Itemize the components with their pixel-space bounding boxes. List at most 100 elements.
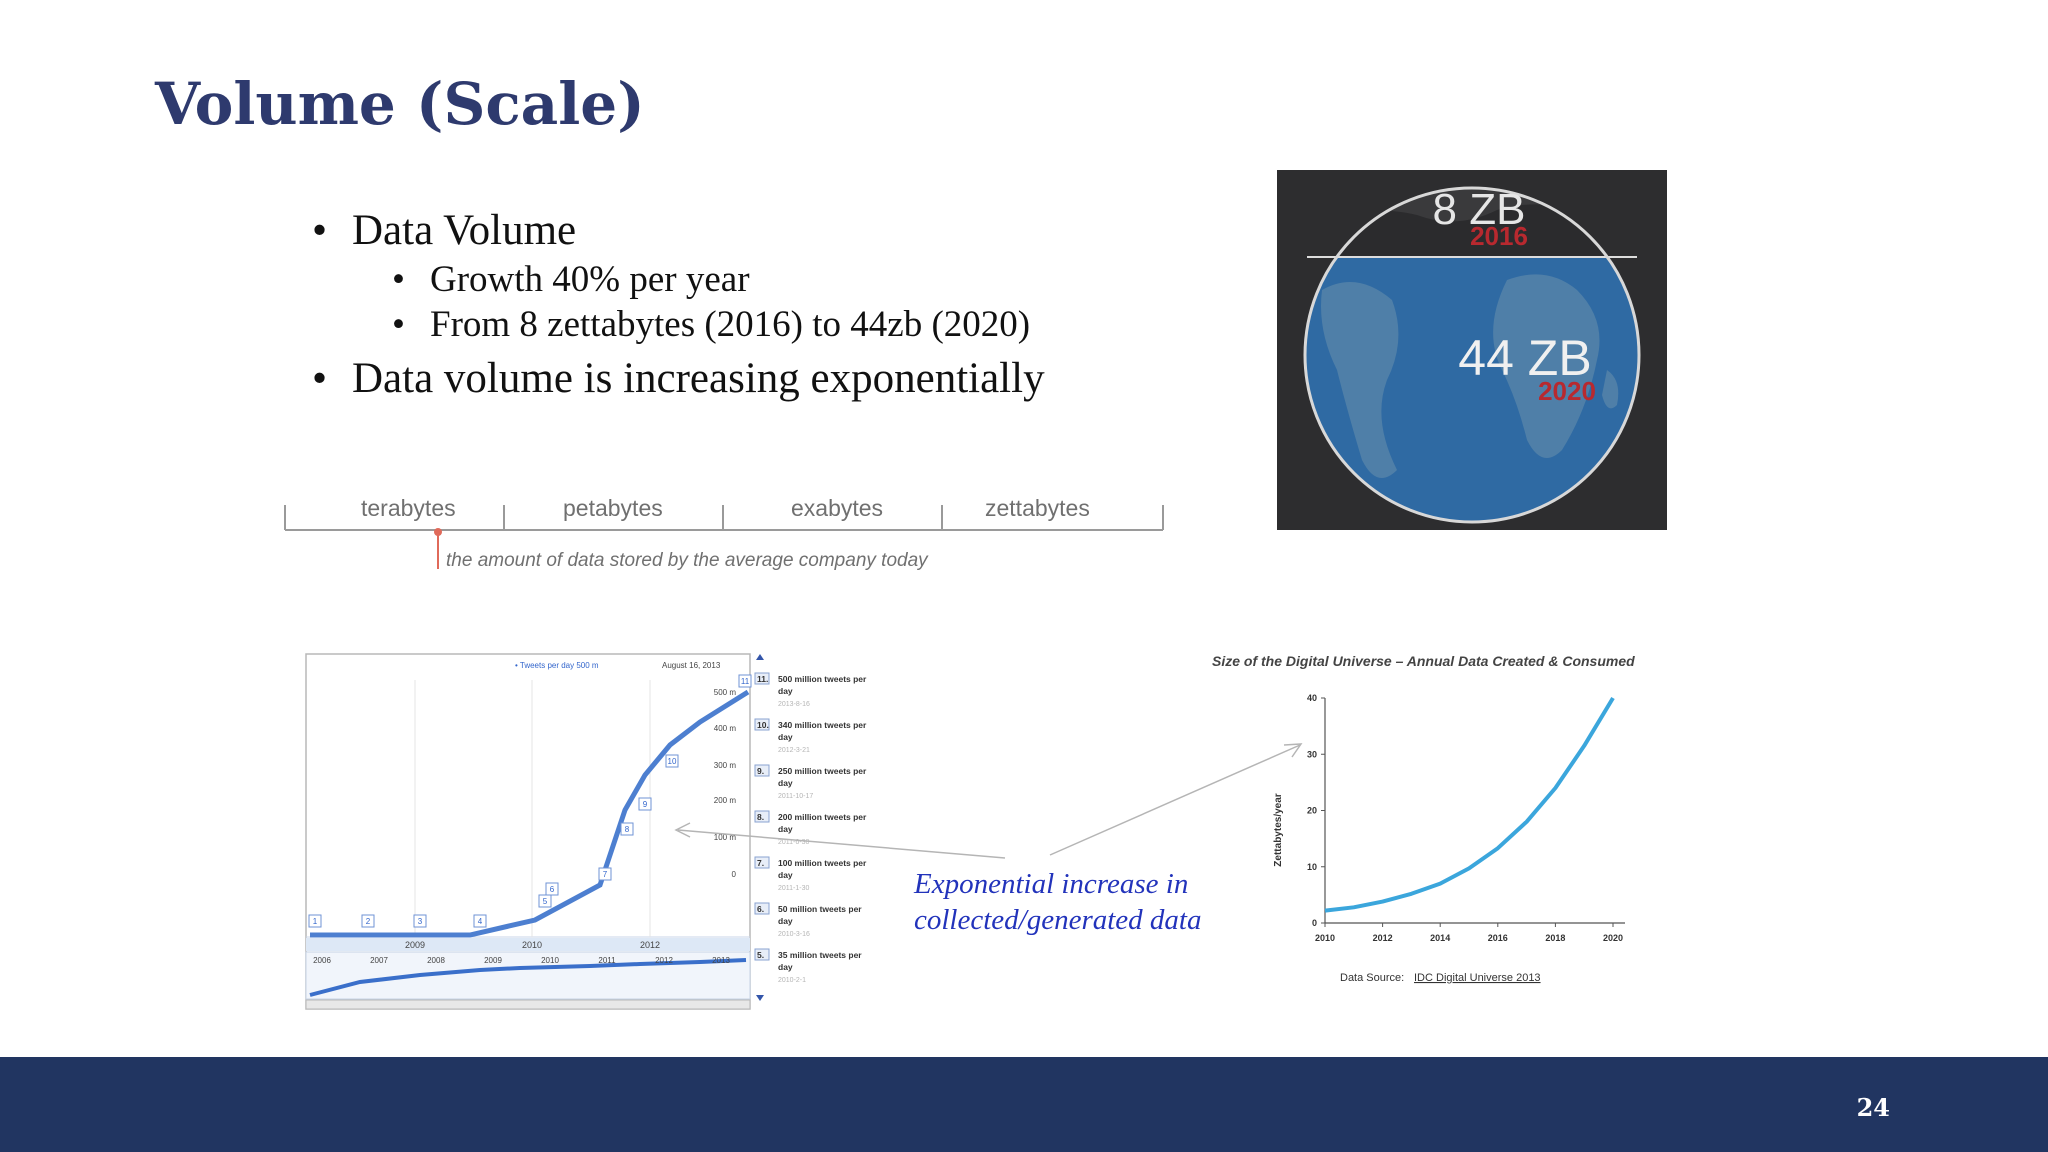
bullet-text: From 8 zettabytes (2016) to 44zb (2020)	[430, 304, 1031, 345]
globe-top-year: 2016	[1470, 221, 1528, 251]
svg-text:2011-10-17: 2011-10-17	[778, 793, 813, 800]
chart-ytick: 10	[1307, 862, 1317, 872]
chart-xtick: 2020	[1603, 933, 1623, 943]
svg-text:2011-1-30: 2011-1-30	[778, 885, 810, 892]
tweets-ytick: 0	[732, 870, 737, 879]
bullet-text: Data volume is increasing exponentially	[352, 355, 1045, 402]
svg-text:11.: 11.	[757, 674, 768, 684]
tweets-chart: • Tweets per day 500 m August 16, 2013 5…	[300, 650, 900, 1015]
tweets-legend: • Tweets per day 500 m	[515, 661, 599, 670]
tweets-flag[interactable]: 4	[473, 914, 487, 928]
tweets-nav-tick: 2010	[541, 956, 559, 965]
svg-text:day: day	[778, 824, 793, 834]
scale-caption: the amount of data stored by the average…	[446, 550, 928, 571]
tweets-ytick: 500 m	[714, 688, 737, 697]
svg-text:1: 1	[313, 917, 318, 926]
svg-text:340 million tweets per: 340 million tweets per	[778, 720, 867, 730]
svg-text:5.: 5.	[757, 950, 764, 960]
bullet-dot: •	[312, 207, 328, 254]
scale-label-zettabytes: zettabytes	[985, 495, 1090, 521]
chart-line	[1324, 696, 1615, 913]
tweets-flag[interactable]: 10	[665, 754, 679, 768]
tweets-flag[interactable]: 7	[598, 867, 612, 881]
svg-text:day: day	[778, 686, 793, 696]
svg-text:2: 2	[366, 917, 371, 926]
tweets-event[interactable]: 10. 340 million tweets per day 2012-3-21	[754, 718, 867, 754]
tweets-plot	[310, 689, 750, 938]
tweets-nav-tick: 2013	[712, 956, 730, 965]
tweets-event[interactable]: 6. 50 million tweets per day 2010-3-16	[754, 902, 862, 938]
svg-text:200 million tweets per: 200 million tweets per	[778, 812, 867, 822]
annotation-line-1: Exponential increase in	[914, 868, 1189, 900]
svg-text:5: 5	[543, 897, 548, 906]
tweets-event[interactable]: 9. 250 million tweets per day 2011-10-17	[754, 764, 867, 800]
chart-xtick: 2018	[1545, 933, 1565, 943]
svg-text:2010-2-1: 2010-2-1	[778, 977, 806, 984]
tweets-ytick: 200 m	[714, 796, 737, 805]
tweets-ytick: 300 m	[714, 761, 737, 770]
bullet-list: • Data Volume • Growth 40% per year • From …	[310, 205, 1045, 405]
svg-text:10.: 10.	[757, 720, 769, 730]
chart-ytick: 20	[1307, 806, 1317, 816]
tweets-xtick: 2010	[522, 940, 542, 950]
tweets-flag[interactable]: 5	[538, 894, 552, 908]
tweets-flag[interactable]: 11	[738, 674, 752, 688]
chart-ytick: 40	[1307, 693, 1317, 703]
svg-text:250 million tweets per: 250 million tweets per	[778, 766, 867, 776]
svg-text:2011-6-30: 2011-6-30	[778, 839, 810, 846]
tweets-ytick: 400 m	[714, 724, 737, 733]
bullet-data-volume: • Data Volume	[310, 205, 1045, 257]
chart-xtick: 2012	[1373, 933, 1393, 943]
tweets-nav-tick: 2012	[655, 956, 673, 965]
scale-lines	[284, 505, 1164, 569]
tweets-nav-tick: 2008	[427, 956, 445, 965]
tweets-xtick: 2009	[405, 940, 425, 950]
sub-bullet-range: • From 8 zettabytes (2016) to 44zb (2020)	[310, 302, 1045, 347]
bullet-text: Growth 40% per year	[430, 259, 750, 300]
chart-ytick: 0	[1312, 918, 1317, 928]
svg-text:35 million tweets per: 35 million tweets per	[778, 950, 862, 960]
tweets-flag[interactable]: 2	[361, 914, 375, 928]
tweets-event[interactable]: 5. 35 million tweets per day 2010-2-1	[754, 948, 862, 984]
svg-text:500 million tweets per: 500 million tweets per	[778, 674, 867, 684]
tweets-flag[interactable]: 1	[308, 914, 322, 928]
data-scale-bar: terabytes petabytes exabytes zettabytes …	[283, 485, 1168, 585]
chart-title: Size of the Digital Universe – Annual Da…	[1212, 653, 1635, 669]
globe-graphic: 8 ZB 2016 44 ZB 2020	[1303, 185, 1641, 524]
tweets-nav-tick: 2009	[484, 956, 502, 965]
tweets-xtick: 2012	[640, 940, 660, 950]
tweets-event[interactable]: 7. 100 million tweets per day 2011-1-30	[754, 856, 867, 892]
tweets-nav-tick: 2006	[313, 956, 331, 965]
globe-bottom-value: 44 ZB	[1458, 330, 1591, 386]
tweets-flag[interactable]: 9	[638, 797, 652, 811]
svg-text:6: 6	[550, 885, 555, 894]
tweets-flag[interactable]: 6	[545, 882, 559, 896]
svg-text:9.: 9.	[757, 766, 764, 776]
svg-text:day: day	[778, 916, 793, 926]
tweets-flag[interactable]: 8	[620, 822, 634, 836]
digital-universe-chart-svg: Size of the Digital Universe – Annual Da…	[1212, 653, 1635, 984]
svg-text:100 million tweets per: 100 million tweets per	[778, 858, 867, 868]
svg-text:7.: 7.	[757, 858, 764, 868]
tweets-ytick: 100 m	[714, 833, 737, 842]
chart-xtick: 2014	[1430, 933, 1450, 943]
bullet-text: Data Volume	[352, 207, 577, 254]
globe-top-value: 8 ZB	[1433, 185, 1526, 234]
footer-bar	[0, 1057, 2048, 1152]
svg-text:8: 8	[625, 825, 630, 834]
tweets-flag[interactable]: 3	[413, 914, 427, 928]
bullet-dot: •	[392, 259, 405, 300]
globe-image: 8 ZB 2016 44 ZB 2020	[1277, 170, 1667, 530]
page-number: 24	[1856, 1093, 1890, 1122]
tweets-event[interactable]: 8. 200 million tweets per day 2011-6-30	[754, 810, 867, 846]
svg-text:day: day	[778, 778, 793, 788]
chart-source-link[interactable]: IDC Digital Universe 2013	[1414, 972, 1541, 984]
bullet-dot: •	[312, 355, 328, 402]
svg-text:day: day	[778, 732, 793, 742]
svg-text:day: day	[778, 962, 793, 972]
sub-bullet-growth: • Growth 40% per year	[310, 257, 1045, 302]
svg-text:2010-3-16: 2010-3-16	[778, 931, 810, 938]
tweets-event[interactable]: 11. 500 million tweets per day 2013-8-16	[754, 672, 867, 708]
svg-text:2012-3-21: 2012-3-21	[778, 747, 810, 754]
tweets-nav-tick: 2007	[370, 956, 388, 965]
